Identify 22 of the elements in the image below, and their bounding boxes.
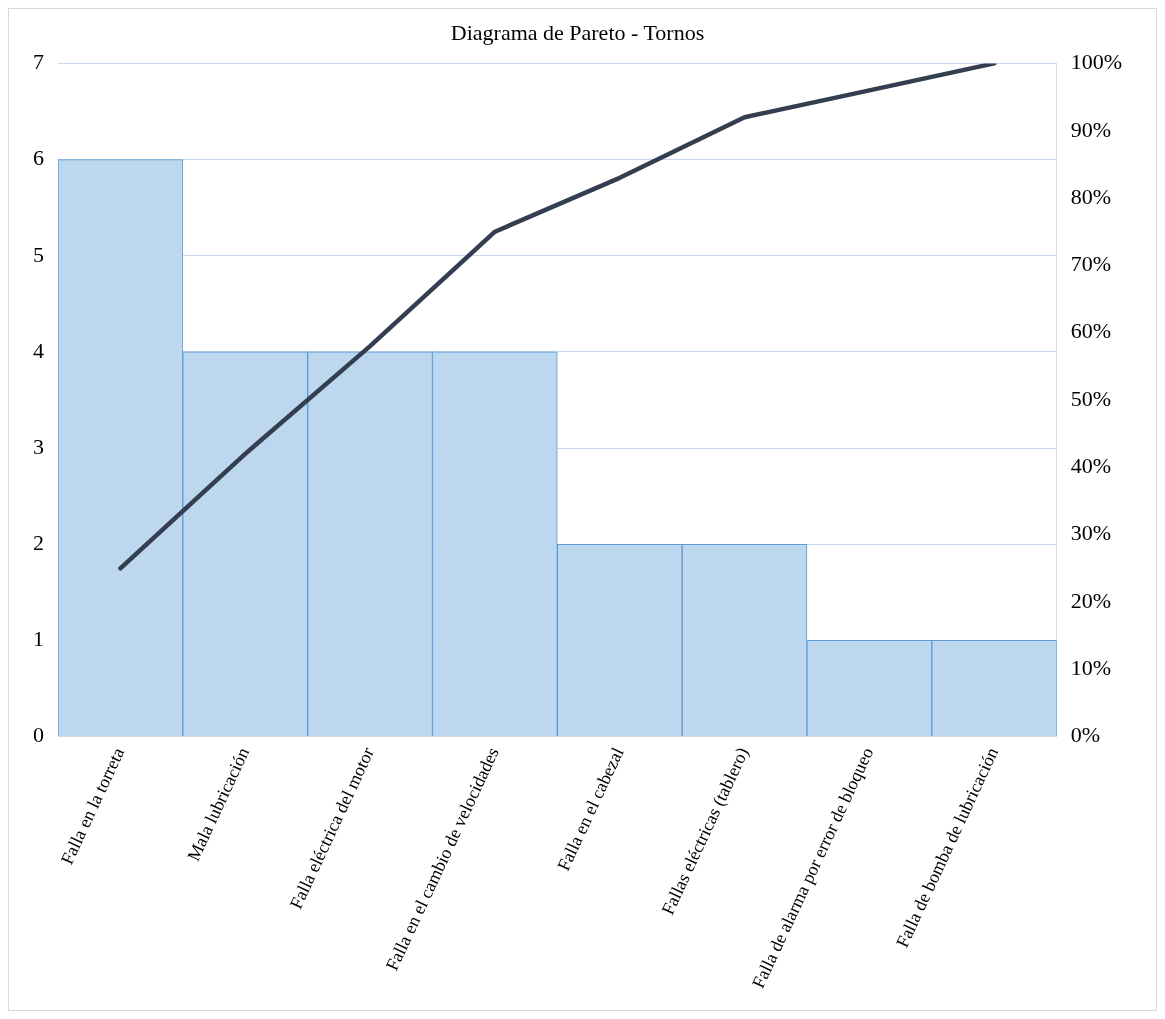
y2-tick-label: 100% [1070, 49, 1122, 75]
y-tick-label: 4 [33, 337, 44, 363]
y2-tick-label: 40% [1070, 453, 1111, 479]
y2-tick-label: 0% [1070, 722, 1100, 748]
y2-tick-label: 80% [1070, 183, 1111, 209]
y2-tick-label: 50% [1070, 385, 1111, 411]
y-tick-label: 5 [33, 241, 44, 267]
x-tick-label: Falla en la torreta [56, 744, 129, 868]
y2-tick-label: 70% [1070, 251, 1111, 277]
x-tick-label: Falla en el cabezal [553, 744, 628, 874]
y-tick-label: 0 [33, 722, 44, 748]
chart-title: Diagrama de Pareto - Tornos [450, 19, 705, 45]
y-tick-label: 6 [33, 145, 44, 171]
y2-tick-label: 90% [1070, 116, 1111, 142]
y-tick-label: 1 [33, 626, 44, 652]
y2-tick-label: 20% [1070, 587, 1111, 613]
y-tick-label: 3 [33, 433, 44, 459]
y-tick-label: 2 [33, 530, 44, 556]
y2-tick-label: 60% [1070, 318, 1111, 344]
y2-tick-label: 30% [1070, 520, 1111, 546]
y2-tick-label: 10% [1070, 655, 1111, 681]
y-tick-label: 7 [33, 49, 44, 75]
